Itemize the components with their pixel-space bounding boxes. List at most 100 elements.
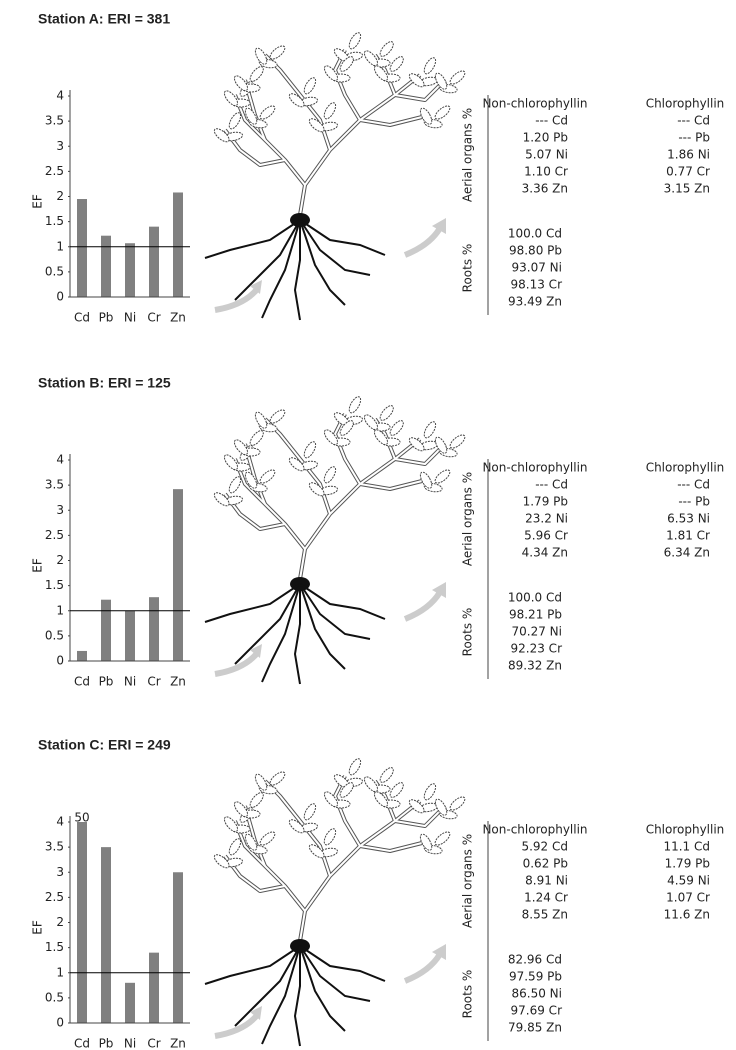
- plant-leaf: [322, 827, 338, 847]
- bar: [173, 872, 183, 1023]
- bar: [77, 651, 87, 661]
- root: [205, 584, 300, 622]
- y-tick-label: 0: [56, 290, 64, 304]
- plant-leaf: [268, 408, 287, 426]
- bar: [125, 243, 135, 297]
- y-tick-label: 0: [56, 1016, 64, 1030]
- row-label: Aerial organs %: [461, 108, 475, 202]
- y-tick-label: 0.5: [45, 628, 64, 642]
- root: [262, 946, 300, 1044]
- column-header: Chlorophyllin: [646, 97, 725, 111]
- plant-leaf: [258, 468, 277, 486]
- y-tick-label: 3: [56, 139, 64, 153]
- table-cell: 4.59 Ni: [667, 874, 710, 888]
- table-cell: --- Pb: [678, 495, 710, 509]
- x-tick-label: Zn: [170, 311, 186, 325]
- root: [300, 584, 345, 669]
- y-tick-label: 1: [56, 603, 64, 617]
- table-cell: 5.96 Cr: [524, 529, 568, 543]
- table-cell: 86.50 Ni: [512, 987, 562, 1001]
- y-tick-label: 3.5: [45, 478, 64, 492]
- chart-title: Station A: ERI = 381: [38, 11, 170, 27]
- y-tick-label: 4: [56, 453, 64, 467]
- table-cell: 6.34 Zn: [664, 546, 710, 560]
- y-tick-label: 2.5: [45, 890, 64, 904]
- y-tick-label: 4: [56, 89, 64, 103]
- column-header: Non-chlorophyllin: [482, 97, 587, 111]
- table-cell: 11.1 Cd: [663, 840, 710, 854]
- root: [300, 220, 345, 305]
- table-cell: 3.15 Zn: [664, 182, 710, 196]
- plant-leaf: [322, 101, 338, 121]
- table-cell: 89.32 Zn: [508, 659, 562, 673]
- table-cell: 98.13 Cr: [511, 278, 563, 292]
- plant-leaf: [302, 76, 318, 96]
- table-cell: 1.20 Pb: [523, 131, 568, 145]
- row-label: Roots %: [461, 244, 475, 293]
- y-tick-label: 3.5: [45, 114, 64, 128]
- table-cell: 1.79 Pb: [665, 857, 710, 871]
- x-tick-label: Zn: [170, 675, 186, 689]
- plant-leaf: [268, 770, 287, 788]
- bar: [149, 953, 159, 1023]
- column-header: Non-chlorophyllin: [482, 461, 587, 475]
- y-tick-label: 2.5: [45, 528, 64, 542]
- table-cell: 92.23 Cr: [511, 642, 563, 656]
- table-cell: --- Cd: [677, 478, 710, 492]
- row-label: Roots %: [461, 970, 475, 1019]
- plant-leaf: [322, 465, 338, 485]
- table-cell: 0.77 Cr: [666, 165, 710, 179]
- bar: [101, 847, 111, 1023]
- bar: [101, 600, 111, 661]
- x-tick-label: Cr: [147, 675, 160, 689]
- plant-leaf: [433, 104, 452, 122]
- root: [205, 946, 300, 984]
- table-cell: 11.6 Zn: [664, 908, 710, 922]
- root: [300, 946, 370, 1001]
- x-tick-label: Cd: [74, 1037, 90, 1050]
- plant-leaf: [248, 429, 266, 448]
- plant-illustration: [205, 31, 467, 320]
- y-tick-label: 1.5: [45, 578, 64, 592]
- plant-leaf: [448, 433, 467, 451]
- x-tick-label: Cr: [147, 311, 160, 325]
- root: [262, 584, 300, 682]
- chart-title: Station B: ERI = 125: [38, 375, 171, 391]
- y-tick-label: 1.5: [45, 214, 64, 228]
- table-cell: 1.79 Pb: [523, 495, 568, 509]
- table-cell: 6.53 Ni: [667, 512, 710, 526]
- y-tick-label: 2.5: [45, 164, 64, 178]
- table-cell: 1.86 Ni: [667, 148, 710, 162]
- plant-leaf: [258, 830, 277, 848]
- row-label: Aerial organs %: [461, 834, 475, 928]
- y-tick-label: 3: [56, 503, 64, 517]
- y-axis-label: EF: [31, 558, 45, 573]
- y-tick-label: 3: [56, 865, 64, 879]
- bar: [101, 236, 111, 297]
- y-axis-label: EF: [31, 920, 45, 935]
- x-tick-label: Ni: [124, 675, 136, 689]
- plant-leaf: [258, 104, 277, 122]
- x-tick-label: Pb: [99, 311, 114, 325]
- column-header: Non-chlorophyllin: [482, 823, 587, 837]
- value-label: 50: [74, 811, 89, 825]
- table-cell: --- Cd: [677, 114, 710, 128]
- x-tick-label: Cr: [147, 1037, 160, 1050]
- plant-leaf: [302, 440, 318, 460]
- plant-leaf: [378, 40, 396, 59]
- table-cell: 8.55 Zn: [522, 908, 568, 922]
- table-cell: 3.36 Zn: [522, 182, 568, 196]
- bar: [173, 192, 183, 297]
- table-cell: 8.91 Ni: [525, 874, 568, 888]
- y-tick-label: 1.5: [45, 940, 64, 954]
- plant-leaf: [347, 757, 363, 777]
- arrow: [405, 228, 440, 255]
- table-cell: 79.85 Zn: [508, 1021, 562, 1035]
- bar: [125, 611, 135, 661]
- column-header: Chlorophyllin: [646, 823, 725, 837]
- y-tick-label: 0.5: [45, 264, 64, 278]
- plant-leaf: [433, 468, 452, 486]
- plant-leaf: [388, 55, 406, 74]
- x-tick-label: Ni: [124, 311, 136, 325]
- bar: [125, 983, 135, 1023]
